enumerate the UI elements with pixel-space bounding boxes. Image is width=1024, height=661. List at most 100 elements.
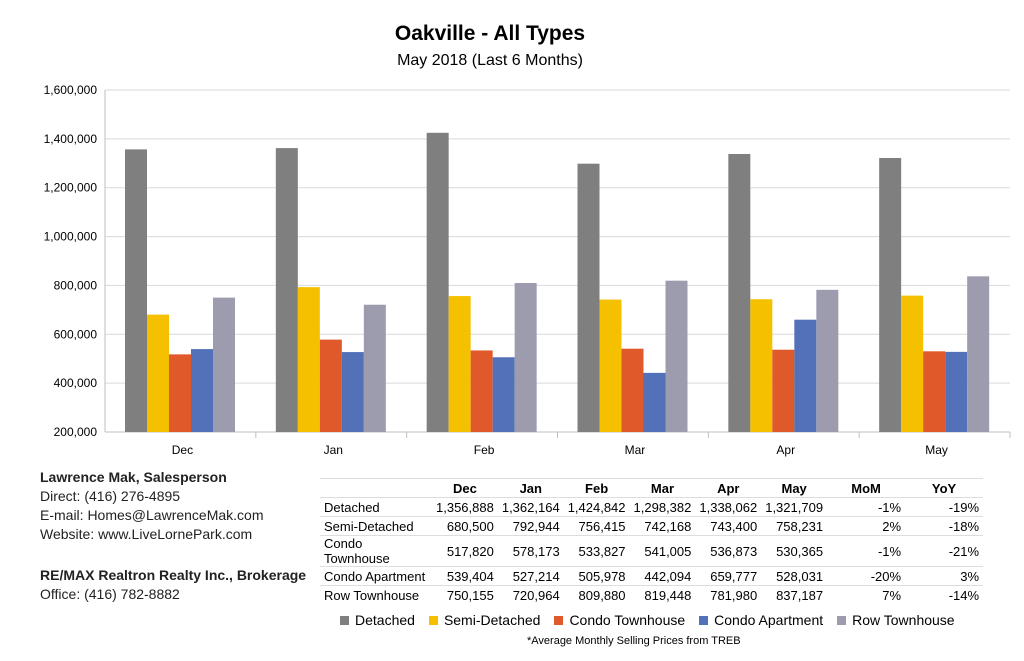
cell: 819,448 [629, 585, 696, 604]
legend: Detached Semi-Detached Condo Townhouse Cond… [340, 612, 955, 628]
cell: 837,187 [761, 585, 828, 604]
cell: 505,978 [563, 566, 630, 586]
legend-swatch [340, 616, 349, 625]
legend-item: Row Townhouse [837, 612, 955, 628]
row-label: Condo Townhouse [320, 535, 432, 567]
x-tick-label: Feb [474, 443, 495, 457]
bar-condo-apartment [341, 352, 364, 432]
chart-subtitle: May 2018 (Last 6 Months) [397, 52, 583, 69]
table-row: Condo Apartment 539,404 527,214 505,978 442,… [320, 566, 984, 586]
footnote: *Average Monthly Selling Prices from TRE… [527, 635, 741, 647]
cell: 758,231 [761, 516, 828, 536]
bar-condo-apartment [492, 357, 515, 432]
cell: 742,168 [629, 516, 696, 536]
column-header: Feb [563, 478, 630, 498]
y-tick-label: 400,000 [54, 376, 98, 390]
bar-condo-townhouse [319, 339, 342, 432]
y-tick-label: 1,200,000 [44, 181, 98, 195]
yoy-cell: 3% [905, 566, 984, 586]
y-tick-label: 1,000,000 [44, 230, 98, 244]
bar-semi-detached [599, 299, 622, 432]
cell: 659,777 [695, 566, 762, 586]
bar-condo-townhouse [772, 349, 795, 432]
cell: 527,214 [497, 566, 564, 586]
mom-cell: -1% [827, 497, 906, 517]
table-header-row: Dec Jan Feb Mar Apr May MoM YoY [320, 478, 984, 498]
cell: 756,415 [563, 516, 630, 536]
mom-cell: -20% [827, 566, 906, 586]
bar-condo-apartment [643, 372, 666, 432]
table-row: Semi-Detached 680,500 792,944 756,415 742,16… [320, 516, 984, 536]
cell: 578,173 [497, 535, 564, 567]
y-tick-label: 800,000 [54, 278, 98, 292]
bar-detached [275, 148, 298, 433]
bar-condo-townhouse [923, 351, 946, 432]
bar-detached [426, 132, 449, 433]
legend-swatch [554, 616, 564, 625]
legend-item: Condo Townhouse [554, 612, 685, 628]
cell: 1,298,382 [629, 497, 696, 517]
contact-block: Lawrence Mak, Salesperson Direct: (416) … [40, 468, 264, 544]
bar-row-townhouse [967, 276, 990, 432]
legend-label: Condo Townhouse [569, 612, 686, 628]
column-header: May [761, 478, 828, 498]
bar-semi-detached [297, 287, 320, 432]
cell: 781,980 [695, 585, 762, 604]
legend-label: Detached [355, 612, 415, 628]
x-tick-label: Dec [172, 443, 193, 457]
yoy-cell: -14% [905, 585, 984, 604]
legend-label: Condo Apartment [714, 612, 824, 628]
chart-title: Oakville - All Types [394, 22, 586, 45]
table-row: Detached 1,356,888 1,362,164 1,424,842 1,298… [320, 497, 984, 517]
bar-condo-apartment [191, 349, 213, 432]
bar-detached [879, 157, 902, 432]
cell: 517,820 [432, 535, 498, 567]
bar-row-townhouse [363, 304, 386, 432]
agent-name: Lawrence Mak, Salesperson [40, 469, 227, 485]
bar-semi-detached [750, 299, 773, 432]
bar-condo-apartment [794, 319, 817, 432]
legend-swatch [837, 616, 847, 625]
agent-email[interactable]: E-mail: Homes@LawrenceMak.com [40, 507, 264, 523]
row-label: Row Townhouse [320, 585, 432, 604]
row-label: Condo Apartment [320, 566, 432, 586]
cell: 536,873 [695, 535, 762, 567]
y-tick-label: 1,400,000 [44, 132, 98, 146]
data-table: Dec Jan Feb Mar Apr May MoM YoY Detached 1,356,88… [320, 478, 984, 604]
y-tick-label: 600,000 [54, 327, 98, 341]
row-label: Semi-Detached [320, 516, 432, 536]
cell: 442,094 [629, 566, 696, 586]
row-label: Detached [320, 497, 432, 517]
bar-chart: 200,000 400,000 600,000 800,000 1,000,000 1,2… [44, 83, 1011, 457]
table-row: Row Townhouse 750,155 720,964 809,880 819,44… [320, 585, 984, 604]
legend-swatch [428, 616, 438, 625]
bar-detached [728, 153, 751, 432]
column-header: Dec [432, 478, 498, 498]
bar-detached [577, 163, 600, 432]
cell: 809,880 [563, 585, 630, 604]
cell: 1,356,888 [432, 497, 498, 517]
cell: 1,424,842 [563, 497, 630, 517]
cell: 720,964 [497, 585, 564, 604]
agent-website[interactable]: Website: www.LiveLornePark.com [40, 526, 253, 542]
agent-direct: Direct: (416) 276-4895 [40, 488, 181, 504]
legend-item: Detached [340, 612, 415, 628]
bar-row-townhouse [665, 280, 688, 432]
cell: 792,944 [497, 516, 564, 536]
legend-label: Row Townhouse [852, 612, 955, 628]
column-header: Jan [497, 478, 564, 498]
cell: 1,321,709 [761, 497, 828, 517]
yoy-cell: -19% [905, 497, 984, 517]
x-tick-label: May [925, 443, 948, 457]
bar-condo-townhouse [621, 348, 644, 432]
legend-label: Semi-Detached [443, 612, 541, 628]
column-header: MoM [827, 478, 906, 498]
cell: 528,031 [761, 566, 828, 586]
yoy-cell: -18% [905, 516, 984, 536]
x-tick-label: Apr [776, 443, 795, 457]
column-header: Apr [695, 478, 762, 498]
bar-row-townhouse [213, 297, 235, 432]
bar-detached [125, 149, 147, 432]
bar-condo-townhouse [470, 350, 493, 432]
